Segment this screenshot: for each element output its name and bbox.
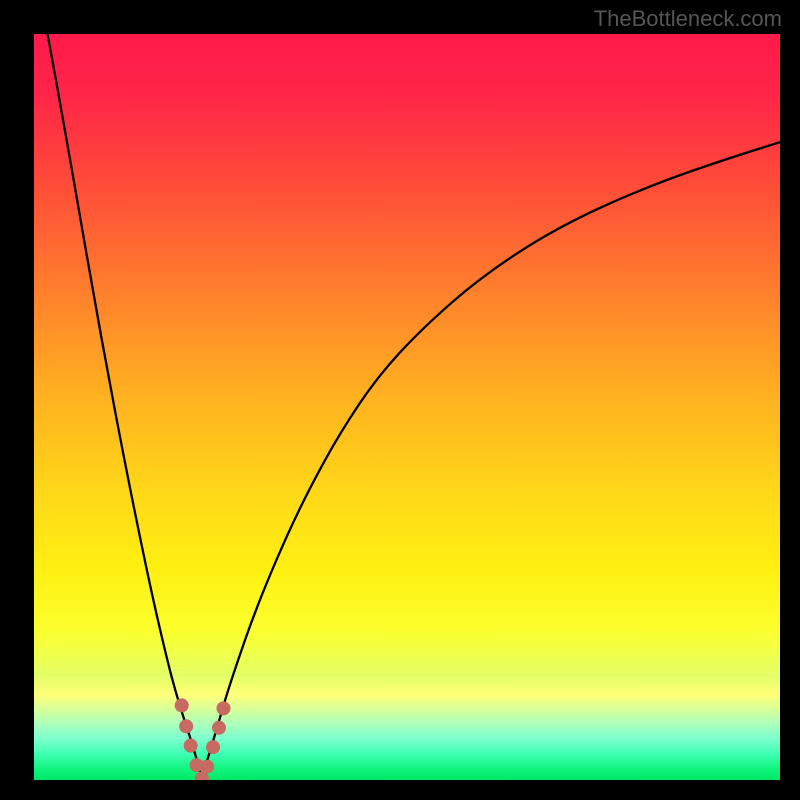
valley-marker [216,701,230,715]
valley-marker [212,721,226,735]
valley-marker [200,760,214,774]
gradient-background [34,34,780,780]
valley-marker [184,739,198,753]
chart-frame: TheBottleneck.com [0,0,800,800]
valley-marker [206,740,220,754]
plot-area [34,34,780,780]
watermark-text: TheBottleneck.com [594,6,782,32]
valley-marker [179,719,193,733]
bottleneck-chart-svg [34,34,780,780]
valley-marker [175,698,189,712]
